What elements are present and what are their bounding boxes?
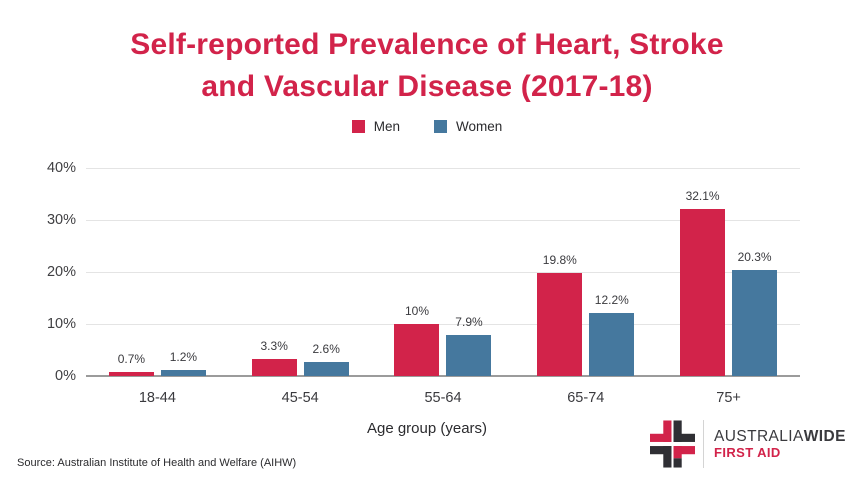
bar-groups: 0.7% 1.2% 18-44 3.3% 2.6% 45-54 10% 7.9% 55-64 19… (86, 168, 800, 406)
gridline (86, 168, 800, 169)
plot-area: 0% 10% 20% 30% 40% 0.7% 1.2% 18-44 3.3% 2.6% 45-5… (47, 160, 800, 406)
legend-item-women: Women (433, 119, 503, 134)
bar-value-label: 10% (404, 304, 429, 318)
bar-value-label: 20.3% (737, 250, 772, 265)
bar-value-label: 32.1% (685, 189, 720, 204)
gridline (86, 324, 800, 325)
bar-women-45-54: 2.6% (303, 342, 349, 376)
chart-title: Self-reported Prevalence of Heart, Strok… (0, 24, 854, 108)
x-category-label: 75+ (716, 390, 741, 406)
chart-legend: Men Women (0, 119, 854, 134)
bar-women-75+: 20.3% (732, 250, 778, 376)
x-category-label: 65-74 (567, 390, 605, 406)
logo-wordmark: AUSTRALIAWIDE (714, 428, 846, 445)
logo-text: AUSTRALIAWIDE FIRST AID (714, 428, 846, 460)
bar-value-label: 3.3% (260, 338, 288, 353)
bar-group-75+: 32.1% 20.3% 75+ (657, 168, 800, 406)
legend-item-men: Men (351, 119, 400, 134)
bar-men-45-54: 3.3% (251, 339, 297, 376)
bar-value-label: 19.8% (542, 253, 577, 268)
legend-label: Men (373, 119, 400, 134)
bar-value-label: 7.9% (455, 314, 483, 329)
bar-group-55-64: 10% 7.9% 55-64 (372, 168, 515, 406)
gridline (86, 272, 800, 273)
bar-men-18-44: 0.7% (108, 352, 154, 376)
x-axis-baseline (86, 375, 800, 377)
y-tick-label: 30% (46, 212, 76, 228)
bar-group-65-74: 19.8% 12.2% 65-74 (514, 168, 657, 406)
x-category-label: 45-54 (281, 390, 319, 406)
bar-value-label: 2.6% (312, 342, 340, 357)
chart-title-line2: and Vascular Disease (2017-18) (201, 70, 653, 103)
y-tick-label: 10% (46, 316, 76, 332)
bar-group-45-54: 3.3% 2.6% 45-54 (229, 168, 372, 406)
y-tick-label: 20% (46, 264, 76, 280)
x-category-label: 55-64 (424, 390, 462, 406)
source-note: Source: Australian Institute of Health a… (17, 457, 297, 469)
bar-men-75+: 32.1% (680, 189, 726, 376)
legend-label: Women (455, 119, 503, 134)
bar-value-label: 0.7% (117, 352, 146, 367)
gridline (86, 220, 800, 221)
logo-tagline: FIRST AID (714, 445, 781, 460)
bar-value-label: 12.2% (594, 292, 629, 307)
bar-women-18-44: 1.2% (160, 350, 206, 376)
bar-group-18-44: 0.7% 1.2% 18-44 (86, 168, 229, 406)
bar-women-55-64: 7.9% (446, 315, 492, 376)
brand-logo: AUSTRALIAWIDE FIRST AID (650, 420, 846, 468)
bar-men-55-64: 10% (394, 304, 440, 376)
legend-swatch (433, 120, 447, 133)
bar-value-label: 1.2% (169, 349, 198, 364)
chart-title-line1: Self-reported Prevalence of Heart, Strok… (130, 28, 724, 61)
x-category-label: 18-44 (138, 390, 176, 406)
x-axis-title: Age group (years) (366, 420, 488, 437)
firstaid-cross-icon (650, 420, 695, 468)
y-tick-label: 0% (55, 368, 76, 384)
y-tick-label: 40% (46, 160, 76, 176)
legend-swatch (351, 120, 365, 133)
logo-divider (703, 420, 704, 468)
bar-women-65-74: 12.2% (589, 293, 635, 376)
bar-men-65-74: 19.8% (537, 253, 583, 376)
